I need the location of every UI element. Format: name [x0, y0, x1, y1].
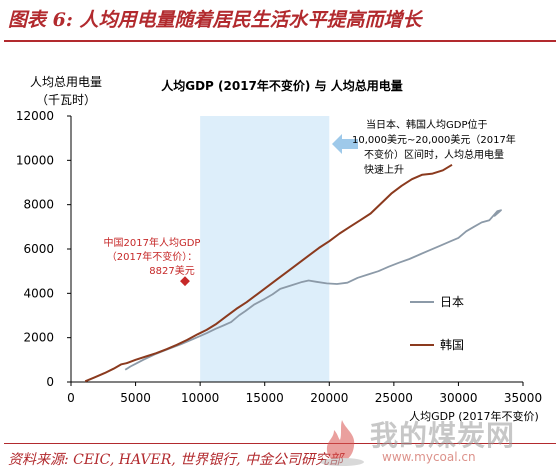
x-tick-label: 30000: [439, 391, 477, 405]
y-tick-label: 6000: [23, 242, 54, 256]
y-axis-label-line-1: 人均总用电量: [30, 75, 102, 89]
chart: 0 5000 10000 15000 20000 25000 30000 35000 0 200…: [16, 75, 542, 423]
note-line-2: 10,000美元~20,000美元（2017年: [352, 133, 516, 146]
axes: 0 5000 10000 15000 20000 25000 30000 35000 0 200…: [16, 109, 542, 405]
chart-title: 人均GDP (2017年不变价) 与 人均总用电量: [161, 78, 403, 93]
x-tick-label: 25000: [375, 391, 413, 405]
note-line-1: 当日本、韩国人均GDP位于: [366, 118, 487, 131]
legend-label-korea: 韩国: [440, 337, 464, 352]
x-ticks: 0 5000 10000 15000 20000 25000 30000 35000: [67, 382, 542, 405]
y-tick-label: 8000: [23, 198, 54, 212]
china-label-line-2: （2017年不变价）：: [107, 250, 197, 263]
series-layer: [84, 163, 502, 383]
y-tick-label: 2000: [23, 331, 54, 345]
note-arrow: [332, 134, 358, 154]
y-tick-label: 4000: [23, 286, 54, 300]
x-tick-label: 0: [67, 391, 75, 405]
highlight-band: [200, 116, 330, 382]
figure-title: 图表 6: 人均用电量随着居民生活水平提高而增长: [8, 9, 422, 31]
source-note: 资料来源: CEIC, HAVER, 世界银行, 中金公司研究部: [8, 452, 344, 468]
y-tick-label: 0: [46, 375, 54, 389]
title-divider: [4, 40, 556, 42]
china-label-line-3: 8827美元: [149, 264, 194, 277]
y-ticks: 0 2000 4000 6000 8000 10000 12000: [16, 109, 71, 389]
china-point: [180, 276, 190, 287]
china-label-line-1: 中国2017年人均GDP: [104, 236, 201, 249]
x-tick-label: 20000: [310, 391, 348, 405]
series-line-korea: [84, 163, 453, 383]
series-line-japan: [124, 209, 502, 371]
x-tick-label: 15000: [246, 391, 284, 405]
x-tick-label: 5000: [120, 391, 151, 405]
legend: 日本 韩国: [410, 295, 464, 352]
note-line-4: 快速上升: [364, 164, 404, 176]
y-tick-label: 10000: [16, 153, 54, 167]
x-tick-label: 10000: [181, 391, 219, 405]
band-note: 当日本、韩国人均GDP位于 10,000美元~20,000美元（2017年 不变…: [332, 118, 516, 176]
note-line-3: 不变价）区间时，人均总用电量: [364, 148, 504, 161]
china-annotation: 中国2017年人均GDP （2017年不变价）： 8827美元: [104, 236, 201, 287]
source-divider: [4, 443, 556, 444]
x-tick-label: 35000: [504, 391, 542, 405]
y-tick-label: 12000: [16, 109, 54, 123]
x-axis-label: 人均GDP (2017年不变价): [409, 409, 539, 423]
y-axis-label-line-2: （千瓦时）: [36, 93, 96, 107]
legend-label-japan: 日本: [440, 295, 464, 309]
